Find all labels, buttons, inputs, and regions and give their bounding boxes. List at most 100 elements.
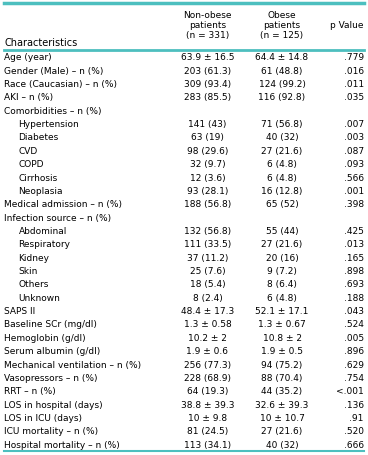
Text: 10 ± 10.7: 10 ± 10.7	[259, 413, 304, 422]
Text: .093: .093	[344, 160, 364, 169]
Text: AKI – n (%): AKI – n (%)	[4, 93, 53, 102]
Text: 37 (11.2): 37 (11.2)	[187, 253, 228, 262]
Text: Cirrhosis: Cirrhosis	[18, 173, 58, 182]
Text: 98 (29.6): 98 (29.6)	[187, 147, 228, 156]
Text: 8 (2.4): 8 (2.4)	[192, 293, 222, 302]
Text: 63.9 ± 16.5: 63.9 ± 16.5	[181, 53, 234, 62]
Text: Race (Caucasian) – n (%): Race (Caucasian) – n (%)	[4, 80, 117, 89]
Text: Infection source – n (%): Infection source – n (%)	[4, 213, 111, 222]
Text: Non-obese
patients
(n = 331): Non-obese patients (n = 331)	[183, 10, 231, 40]
Text: Baseline SCr (mg/dl): Baseline SCr (mg/dl)	[4, 320, 97, 329]
Text: .007: .007	[344, 120, 364, 129]
Text: Medical admission – n (%): Medical admission – n (%)	[4, 200, 122, 209]
Text: .136: .136	[344, 399, 364, 409]
Text: Characteristics: Characteristics	[4, 38, 77, 48]
Text: 20 (16): 20 (16)	[266, 253, 298, 262]
Text: 10.8 ± 2: 10.8 ± 2	[262, 333, 301, 342]
Text: .035: .035	[344, 93, 364, 102]
Text: SAPS II: SAPS II	[4, 306, 35, 315]
Text: 48.4 ± 17.3: 48.4 ± 17.3	[181, 306, 234, 315]
Text: 256 (77.3): 256 (77.3)	[184, 360, 231, 369]
Text: .898: .898	[344, 267, 364, 275]
Text: 94 (75.2): 94 (75.2)	[261, 360, 302, 369]
Text: .016: .016	[344, 66, 364, 76]
Text: 55 (44): 55 (44)	[266, 227, 298, 235]
Text: 32 (9.7): 32 (9.7)	[190, 160, 225, 169]
Text: 113 (34.1): 113 (34.1)	[184, 440, 231, 449]
Text: 6 (4.8): 6 (4.8)	[267, 173, 297, 182]
Text: 10.2 ± 2: 10.2 ± 2	[188, 333, 227, 342]
Text: LOS in hospital (days): LOS in hospital (days)	[4, 399, 103, 409]
Text: .524: .524	[344, 320, 364, 329]
Text: Vasopressors – n (%): Vasopressors – n (%)	[4, 373, 98, 382]
Text: p Value: p Value	[330, 21, 364, 30]
Text: Obese
patients
(n = 125): Obese patients (n = 125)	[261, 10, 304, 40]
Text: 1.3 ± 0.58: 1.3 ± 0.58	[184, 320, 231, 329]
Text: 6 (4.8): 6 (4.8)	[267, 293, 297, 302]
Text: 132 (56.8): 132 (56.8)	[184, 227, 231, 235]
Text: .001: .001	[344, 187, 364, 196]
Text: 64 (19.3): 64 (19.3)	[187, 386, 228, 395]
Text: .005: .005	[344, 333, 364, 342]
Text: Mechanical ventilation – n (%): Mechanical ventilation – n (%)	[4, 360, 141, 369]
Text: 203 (61.3): 203 (61.3)	[184, 66, 231, 76]
Text: CVD: CVD	[18, 147, 38, 156]
Text: Kidney: Kidney	[18, 253, 50, 262]
Text: 309 (93.4): 309 (93.4)	[184, 80, 231, 89]
Text: 6 (4.8): 6 (4.8)	[267, 160, 297, 169]
Text: 40 (32): 40 (32)	[266, 133, 298, 142]
Text: 10 ± 9.8: 10 ± 9.8	[188, 413, 227, 422]
Text: 1.3 ± 0.67: 1.3 ± 0.67	[258, 320, 306, 329]
Text: .011: .011	[344, 80, 364, 89]
Text: 27 (21.6): 27 (21.6)	[261, 147, 302, 156]
Text: Diabetes: Diabetes	[18, 133, 59, 142]
Text: Others: Others	[18, 280, 49, 289]
Text: .693: .693	[344, 280, 364, 289]
Text: Neoplasia: Neoplasia	[18, 187, 63, 196]
Text: 65 (52): 65 (52)	[266, 200, 298, 209]
Text: 64.4 ± 14.8: 64.4 ± 14.8	[255, 53, 309, 62]
Text: RRT – n (%): RRT – n (%)	[4, 386, 56, 395]
Text: 88 (70.4): 88 (70.4)	[261, 373, 303, 382]
Text: 93 (28.1): 93 (28.1)	[187, 187, 228, 196]
Text: Comorbidities – n (%): Comorbidities – n (%)	[4, 106, 102, 116]
Text: 111 (33.5): 111 (33.5)	[184, 240, 231, 249]
Text: 27 (21.6): 27 (21.6)	[261, 426, 302, 435]
Text: LOS in ICU (days): LOS in ICU (days)	[4, 413, 82, 422]
Text: .425: .425	[344, 227, 364, 235]
Text: Hospital mortality – n (%): Hospital mortality – n (%)	[4, 440, 120, 449]
Text: Unknown: Unknown	[18, 293, 60, 302]
Text: 12 (3.6): 12 (3.6)	[190, 173, 225, 182]
Text: 44 (35.2): 44 (35.2)	[261, 386, 302, 395]
Text: 63 (19): 63 (19)	[191, 133, 224, 142]
Text: 61 (48.8): 61 (48.8)	[261, 66, 303, 76]
Text: 188 (56.8): 188 (56.8)	[184, 200, 231, 209]
Text: .003: .003	[344, 133, 364, 142]
Text: 38.8 ± 39.3: 38.8 ± 39.3	[181, 399, 234, 409]
Text: .398: .398	[344, 200, 364, 209]
Text: Abdominal: Abdominal	[18, 227, 67, 235]
Text: 1.9 ± 0.6: 1.9 ± 0.6	[186, 346, 229, 355]
Text: .896: .896	[344, 346, 364, 355]
Text: Gender (Male) – n (%): Gender (Male) – n (%)	[4, 66, 103, 76]
Text: Respiratory: Respiratory	[18, 240, 71, 249]
Text: 16 (12.8): 16 (12.8)	[261, 187, 303, 196]
Text: 71 (56.8): 71 (56.8)	[261, 120, 303, 129]
Text: .779: .779	[344, 53, 364, 62]
Text: COPD: COPD	[18, 160, 44, 169]
Text: .566: .566	[344, 173, 364, 182]
Text: .043: .043	[344, 306, 364, 315]
Text: 124 (99.2): 124 (99.2)	[259, 80, 305, 89]
Text: 40 (32): 40 (32)	[266, 440, 298, 449]
Text: 1.9 ± 0.5: 1.9 ± 0.5	[261, 346, 303, 355]
Text: 8 (6.4): 8 (6.4)	[267, 280, 297, 289]
Text: Age (year): Age (year)	[4, 53, 52, 62]
Text: <.001: <.001	[336, 386, 364, 395]
Text: ICU mortality – n (%): ICU mortality – n (%)	[4, 426, 98, 435]
Text: .188: .188	[344, 293, 364, 302]
Text: 32.6 ± 39.3: 32.6 ± 39.3	[255, 399, 309, 409]
Text: 283 (85.5): 283 (85.5)	[184, 93, 231, 102]
Text: .087: .087	[344, 147, 364, 156]
Text: .91: .91	[350, 413, 364, 422]
Text: Skin: Skin	[18, 267, 38, 275]
